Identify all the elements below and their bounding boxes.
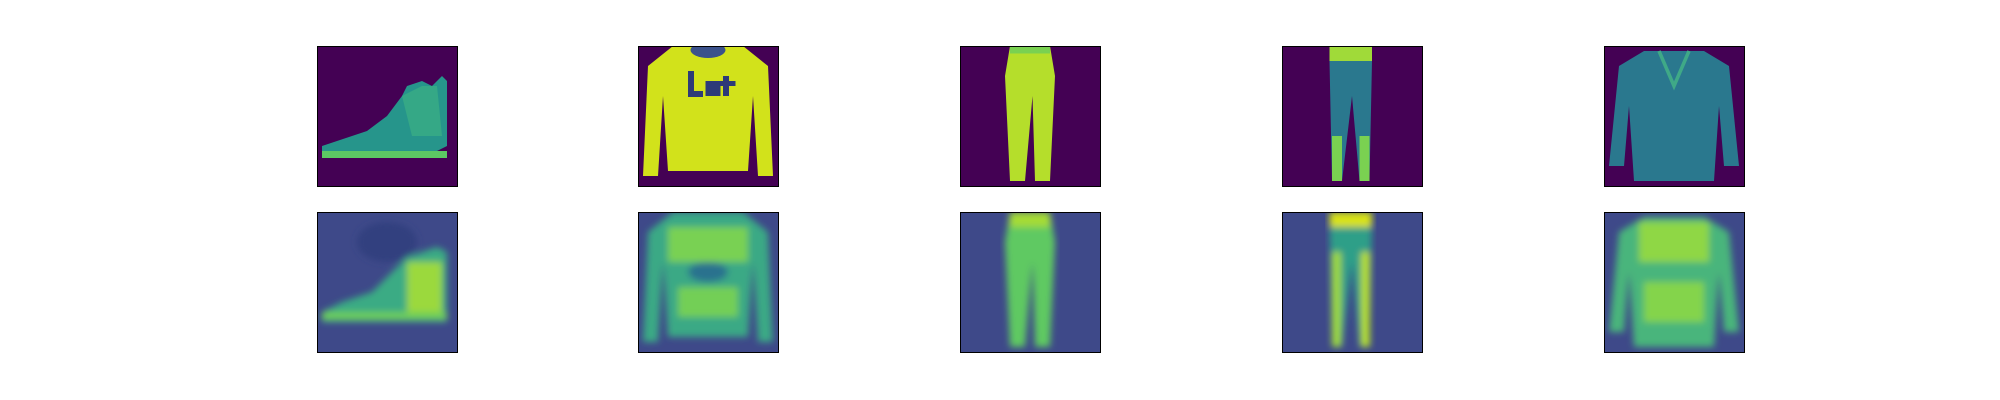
neck [690, 46, 726, 58]
frame [638, 46, 779, 187]
blurred [643, 212, 773, 342]
logo [720, 81, 736, 86]
shade [357, 222, 417, 262]
chest [668, 227, 748, 262]
frame [1604, 46, 1745, 187]
blurred [1329, 212, 1372, 347]
trousers [1005, 46, 1055, 181]
chest [1639, 222, 1709, 262]
image-trousers-2 [1282, 46, 1422, 186]
frame [1282, 212, 1423, 353]
leg [1359, 136, 1370, 181]
image-pullover [638, 46, 778, 186]
waistband [1329, 46, 1372, 61]
leg [1361, 252, 1370, 347]
frame [960, 46, 1101, 187]
reconstruction-boot [317, 212, 457, 352]
image-trousers [960, 46, 1100, 186]
boot-upper [407, 262, 442, 312]
logo [705, 81, 721, 96]
frame [1604, 212, 1745, 353]
waistband [1329, 212, 1372, 227]
reconstruction-trousers [960, 212, 1100, 352]
reconstruction-shirt [1604, 212, 1744, 352]
sole [322, 151, 447, 158]
frame [317, 46, 458, 187]
waistband [1010, 46, 1050, 54]
reconstruction-pullover [638, 212, 778, 352]
leg [1332, 136, 1342, 181]
frames [317, 46, 1745, 353]
waistband [1010, 212, 1050, 227]
trousers [1005, 212, 1055, 347]
blurred [322, 222, 447, 322]
image-shirt [1604, 46, 1744, 186]
blurred [1609, 217, 1739, 347]
leg [1332, 252, 1341, 347]
shade [688, 262, 728, 282]
frame [638, 212, 779, 353]
logo [688, 71, 694, 96]
sole [322, 312, 447, 320]
logo [688, 91, 703, 97]
collar [1657, 50, 1691, 91]
boot-upper [402, 86, 442, 136]
frame [317, 212, 458, 353]
shirt [1609, 51, 1739, 181]
frame [1282, 46, 1423, 187]
blurred [1005, 212, 1055, 347]
image-boot [317, 46, 457, 186]
pullover [643, 46, 773, 176]
reconstruction-trousers-2 [1282, 212, 1422, 352]
frame [960, 212, 1101, 353]
body [1644, 282, 1704, 322]
body [678, 287, 738, 317]
